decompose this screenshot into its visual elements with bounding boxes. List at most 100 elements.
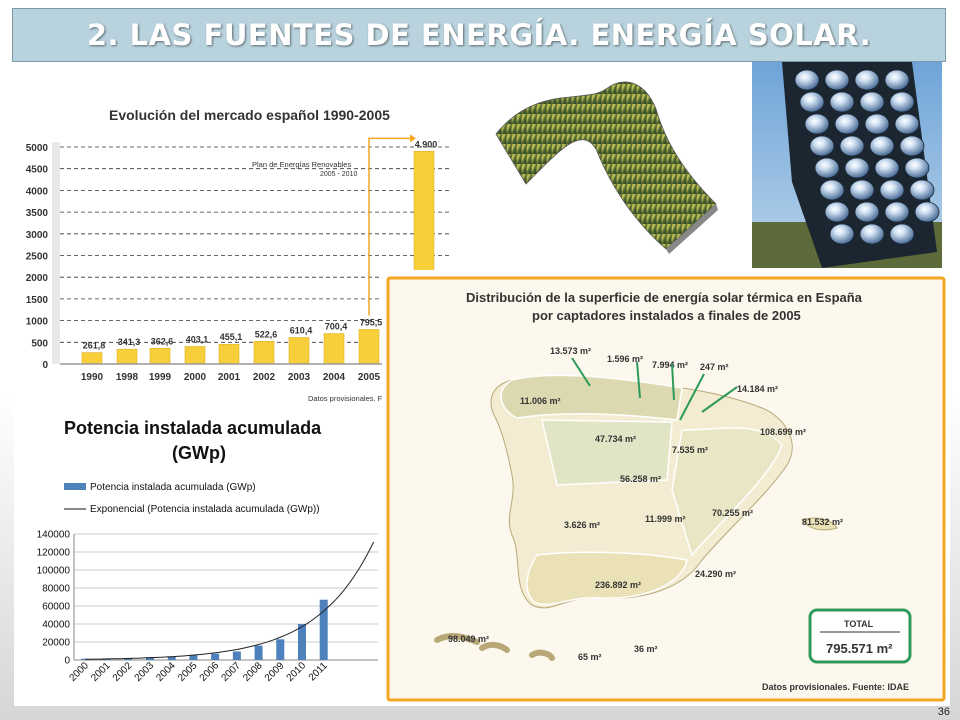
power-x-tick-label: 2003 [133,660,157,684]
concentrator-dish [794,69,820,91]
concentrator-image [752,62,942,268]
power-bar [232,651,241,660]
concentrator-dish [829,223,855,245]
installed-power-chart-panel: Potencia instalada acumulada (GWp) Poten… [14,412,382,706]
concentrator-dish [914,201,940,223]
concentrator-dish [854,201,880,223]
concentrator-dish [824,69,850,91]
market-y-tick-label: 4500 [26,165,49,176]
concentrator-dish [889,91,915,113]
power-x-tick-label: 2004 [154,660,178,684]
concentrator-dish [859,223,885,245]
map-region-label: 70.255 m² [712,508,753,518]
power-x-tick-label: 2002 [111,660,135,684]
market-y-tick-label: 3500 [26,208,49,219]
map-total-label: TOTAL [844,619,874,629]
legend-bar-swatch [64,483,86,490]
map-region-label: 247 m² [700,362,729,372]
power-x-tick-label: 2009 [263,660,287,684]
market-bar [358,329,380,365]
andalucia-region [526,551,688,606]
map-region-label: 14.184 m² [737,384,778,394]
market-bar [218,343,240,365]
market-bar [149,347,171,365]
map-region-label: 7.994 m² [652,360,688,370]
map-region-label: 36 m² [634,644,658,654]
page-number: 36 [937,706,950,718]
market-data-label: 610,4 [290,326,313,336]
map-region-label: 7.535 m² [672,445,708,455]
concentrator-dish [909,179,935,201]
power-y-tick-label: 20000 [42,638,70,649]
map-total-box [808,608,912,664]
power-x-tick-label: 2010 [285,660,309,684]
concentrator-dish [799,91,825,113]
map-region-label: 24.290 m² [695,569,736,579]
market-bar [81,352,103,365]
map-region-label: 56.258 m² [620,474,661,484]
solar-thermal-map-panel: Distribución de la superficie de energía… [382,270,950,706]
map-region-label: 98.049 m² [448,634,489,644]
power-x-tick-label: 2000 [67,660,91,684]
market-chart-panel: Evolución del mercado español 1990-2005 … [12,92,462,412]
market-y-tick-label: 5000 [26,143,49,154]
legend-trendline-label: Exponencial (Potencia instalada acumulad… [90,504,320,515]
market-bar [323,333,345,365]
concentrator-dish [874,157,900,179]
power-x-tick-label: 2007 [219,660,243,684]
power-bar [146,657,154,660]
power-y-tick-label: 100000 [37,566,71,577]
concentrator-dish [809,135,835,157]
concentrator-dish [819,179,845,201]
power-chart-title: Potencia instalada acumulada [64,418,322,438]
map-region-label: 236.892 m² [595,580,641,590]
market-data-label: 455,1 [220,332,243,342]
map-arrows [571,357,738,421]
market-y-tick-label: 0 [42,360,48,371]
canary-islands [434,633,555,661]
market-data-label: 261,8 [83,341,106,351]
north-regions [500,374,683,421]
power-x-tick-label: 2006 [198,660,222,684]
concentrator-dish [804,113,830,135]
power-y-tick-label: 120000 [37,548,71,559]
concentrator-dish [849,179,875,201]
concentrator-dish [824,201,850,223]
market-x-tick-label: 2001 [218,372,241,383]
map-total-value: 795.571 m² [826,641,893,656]
map-region-label: 81.532 m² [802,517,843,527]
power-chart-title-unit: (GWp) [172,443,226,463]
concentrator-dish [859,91,885,113]
market-y-tick-label: 2500 [26,252,49,263]
market-x-tick-label: 1998 [116,372,139,383]
market-bar [116,348,138,365]
spain-map: Distribución de la superficie de energía… [386,276,946,702]
concentrator-dish [899,135,925,157]
power-y-tick-label: 0 [64,656,70,667]
market-chart-source: Datos provisionales. Fuente: IDAE [308,394,423,403]
castilla-region [541,419,673,486]
concentrator-dish [834,113,860,135]
market-data-label: 795,5 [360,317,383,327]
market-projection-arrowhead [410,134,416,143]
map-title-line1: Distribución de la superficie de energía… [466,290,863,305]
market-data-label: 700,4 [325,322,348,332]
market-x-tick-label: 1990 [81,372,104,383]
power-bar [167,656,176,660]
power-x-tick-label: 2001 [89,660,113,684]
map-region-label: 1.596 m² [607,354,643,364]
power-x-tick-label: 2005 [176,660,200,684]
market-projection-arrow [368,137,410,316]
concentrator-dish [814,157,840,179]
slide-title: 2. LAS FUENTES DE ENERGÍA. ENERGÍA SOLAR… [86,18,872,52]
concentrator-dish [884,201,910,223]
flexible-solar-panel-photo [476,64,738,262]
map-region-label: 11.999 m² [645,514,686,524]
concentrator-dish [864,113,890,135]
market-bar [288,337,310,365]
market-y-tick-label: 1000 [26,317,49,328]
market-data-label: 4.900 [415,139,438,149]
market-data-label: 341,3 [118,337,141,347]
concentrator-dish [904,157,930,179]
market-data-label: 403,1 [186,335,209,345]
